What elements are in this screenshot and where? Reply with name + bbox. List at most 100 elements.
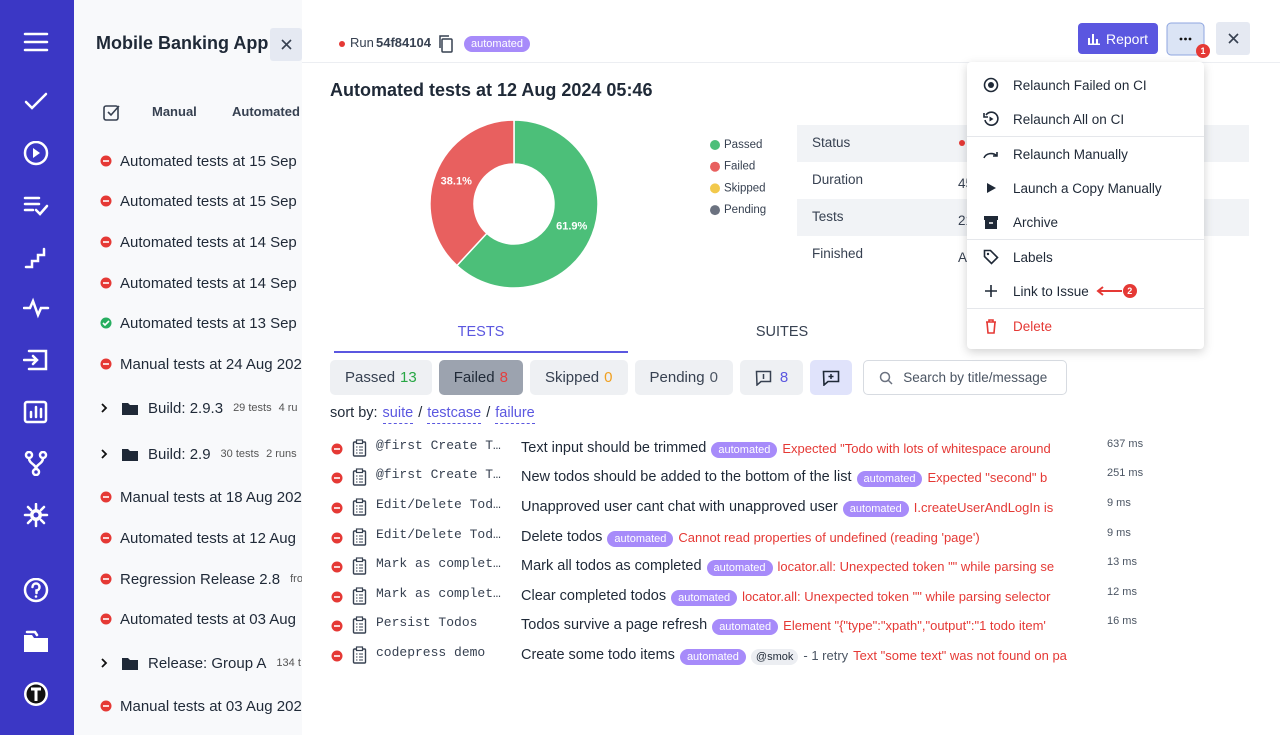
menu-item[interactable]: Delete	[967, 309, 1204, 343]
nav-icon[interactable]	[22, 348, 50, 373]
run-title: Manual tests at 24 Aug 2024	[120, 355, 302, 373]
run-meta: from	[290, 573, 302, 585]
run-item[interactable]: Automated tests at 14 Sep	[74, 271, 302, 295]
run-title: Automated tests at 15 Sep	[120, 152, 297, 170]
run-item[interactable]: Manual tests at 03 Aug 2024	[74, 694, 302, 718]
menu-icon	[985, 285, 997, 297]
filter-button[interactable]: Skipped 0	[529, 360, 628, 395]
search-icon	[880, 371, 893, 385]
nav-icon[interactable]	[23, 450, 50, 477]
run-item[interactable]: Release: Group A 134 t	[74, 651, 302, 675]
runs-tab[interactable]: Automated	[232, 104, 300, 119]
test-row[interactable]: Delete todos automated Cannot read propert…	[521, 525, 1075, 549]
nav-icon[interactable]	[23, 577, 50, 603]
nav-icon-glyph	[24, 247, 46, 269]
test-title: Create some todo items	[521, 647, 675, 663]
nav-icon[interactable]	[23, 245, 50, 270]
test-row[interactable]: New todos should be added to the bottom …	[521, 465, 1075, 489]
comments-filter[interactable]: 8	[739, 360, 804, 395]
run-item[interactable]: Automated tests at 03 Aug	[74, 607, 302, 631]
test-row[interactable]: Unapproved user cant chat with unapprove…	[521, 495, 1075, 519]
nav-icon-glyph	[22, 297, 50, 319]
select-icon[interactable]	[102, 102, 122, 122]
failed-icon-glyph	[331, 532, 343, 544]
filter-label: Pending	[649, 369, 705, 386]
test-message: Expected "Todo with lots of whitespace a…	[782, 440, 1051, 456]
runs-tab[interactable]: Manual	[152, 104, 197, 119]
nav-icon-glyph	[23, 400, 48, 424]
menu-item[interactable]: Relaunch Failed on CI	[967, 68, 1204, 102]
nav-icon-glyph	[23, 196, 49, 216]
run-item[interactable]: Automated tests at 15 Sep	[74, 189, 302, 213]
menu-item[interactable]: Relaunch Manually	[967, 137, 1204, 171]
run-item[interactable]: Automated tests at 13 Sep	[74, 311, 302, 335]
close-button[interactable]	[1216, 22, 1250, 55]
results-tab[interactable]: SUITES	[755, 324, 809, 340]
test-title: Unapproved user cant chat with unapprove…	[521, 499, 838, 515]
menu-icon	[983, 77, 999, 93]
filter-button[interactable]: Passed 13	[330, 360, 432, 395]
menu-item[interactable]: Relaunch All on CI	[967, 102, 1204, 136]
nav-icon[interactable]	[23, 682, 50, 707]
run-meta: 30 tests	[220, 448, 260, 460]
report-button[interactable]: Report	[1078, 23, 1158, 54]
test-row[interactable]: Clear completed todos automated locator.al…	[521, 584, 1075, 608]
menu-icon	[983, 152, 998, 159]
sort-separator: /	[418, 405, 423, 421]
menu-item[interactable]: Archive	[967, 205, 1204, 239]
nav-icon[interactable]	[23, 140, 50, 166]
run-item[interactable]: Automated tests at 14 Sep	[74, 230, 302, 254]
menu-label: Archive	[1013, 214, 1059, 230]
comment-toggle[interactable]	[810, 360, 853, 395]
search-input[interactable]: Search by title/message	[863, 360, 1068, 395]
runs-panel: Mobile Banking App Manual Automated Automat…	[74, 0, 302, 735]
filter-button[interactable]: Failed 8	[438, 360, 523, 395]
run-item[interactable]: Manual tests at 24 Aug 2024	[74, 352, 302, 376]
copy-button[interactable]	[438, 35, 454, 53]
close-panel-button[interactable]	[270, 28, 302, 61]
more-button[interactable]	[1166, 22, 1205, 56]
results-tab[interactable]: TESTS	[457, 324, 505, 340]
test-row[interactable]: Todos survive a page refresh automated Ele…	[521, 613, 1075, 637]
filter-button[interactable]: Pending 0	[634, 360, 733, 395]
nav-icon[interactable]	[23, 630, 50, 655]
status-icon	[100, 573, 112, 585]
nav-icon[interactable]	[23, 193, 50, 218]
test-icon	[352, 557, 367, 575]
run-item[interactable]: Regression Release 2.8 from	[74, 567, 302, 591]
failed-icon	[331, 442, 343, 455]
menu-item[interactable]: Link to Issue 2	[967, 274, 1204, 308]
test-icon-glyph	[352, 587, 367, 605]
nav-icon[interactable]	[23, 30, 50, 55]
test-suite: codepress demo	[376, 645, 486, 660]
test-tag: @smok	[750, 648, 799, 665]
legend-label: Skipped	[724, 182, 766, 194]
run-status-dot	[339, 41, 345, 47]
nav-icon[interactable]	[22, 296, 50, 321]
test-row[interactable]: Mark all todos as completed automated loca…	[521, 554, 1075, 578]
test-row[interactable]: Create some todo items automated @smok - 1 …	[521, 643, 1075, 667]
run-item[interactable]: Build: 2.9.3 29 tests 4 ru	[74, 396, 302, 420]
menu-item[interactable]: Launch a Copy Manually	[967, 171, 1204, 205]
run-item[interactable]: Build: 2.9 30 tests 2 runs	[74, 442, 302, 466]
run-item[interactable]: Automated tests at 12 Aug	[74, 526, 302, 550]
test-title: Todos survive a page refresh	[521, 617, 708, 633]
nav-icon[interactable]	[23, 502, 50, 528]
sort-option[interactable]: failure	[495, 403, 535, 424]
filter-count: 0	[604, 369, 613, 386]
run-item[interactable]: Automated tests at 15 Sep	[74, 149, 302, 173]
test-icon-glyph	[352, 439, 367, 457]
sort-option[interactable]: suite	[382, 403, 414, 424]
run-item[interactable]: Manual tests at 18 Aug 2024	[74, 485, 302, 509]
filter-count: 0	[709, 369, 718, 386]
test-title: Clear completed todos	[521, 588, 667, 604]
close-button-glyph	[1216, 22, 1250, 55]
nav-icon[interactable]	[23, 400, 50, 425]
menu-item[interactable]: Labels	[967, 240, 1204, 274]
test-title: Text input should be trimmed	[521, 440, 707, 456]
failed-icon-glyph	[331, 561, 343, 573]
test-row[interactable]: Text input should be trimmed automated Exp…	[521, 436, 1075, 460]
menu-divider	[967, 308, 1204, 309]
sort-option[interactable]: testcase	[427, 403, 482, 424]
nav-icon[interactable]	[23, 89, 50, 114]
